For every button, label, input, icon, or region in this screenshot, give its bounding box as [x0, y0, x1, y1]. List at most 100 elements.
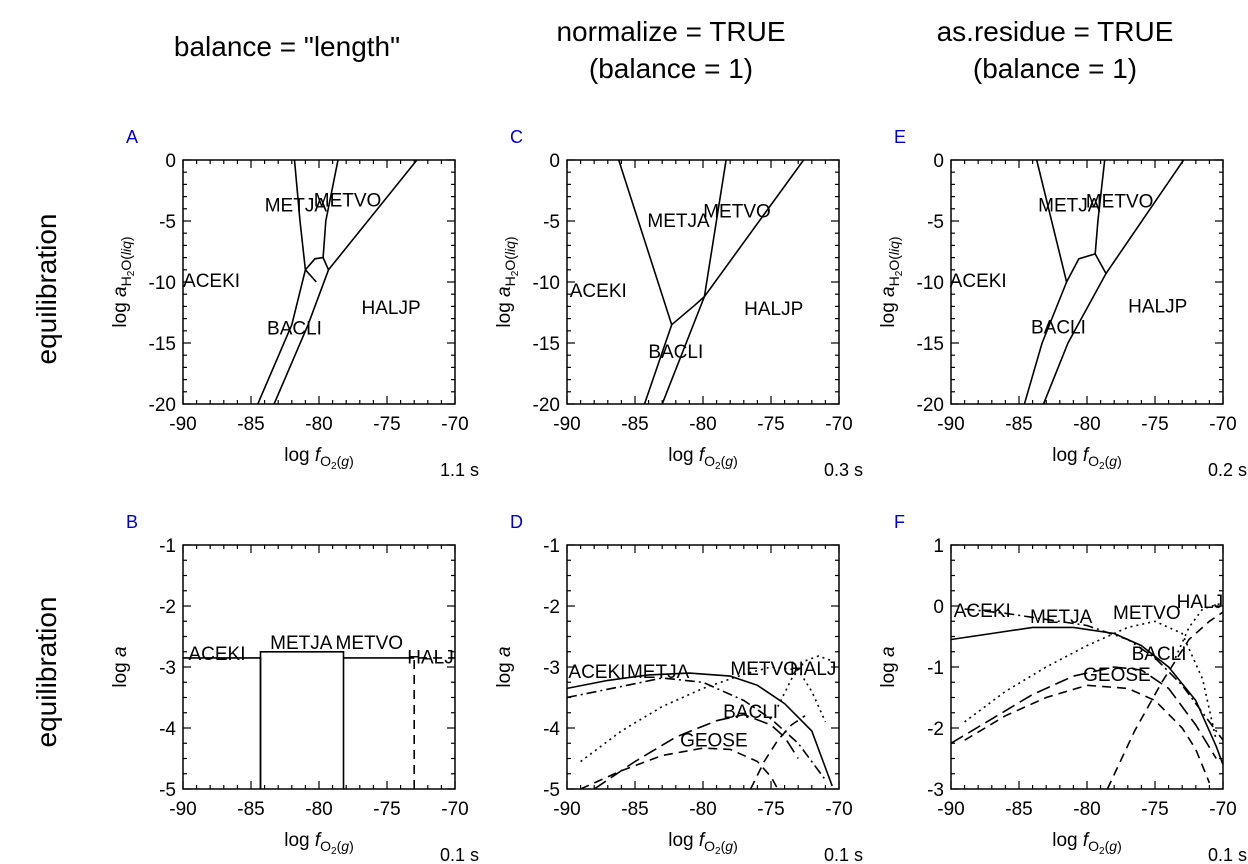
- series-line-metvo: [580, 666, 827, 763]
- species-label-bacli: BACLI: [1031, 317, 1086, 338]
- series-line-0: [293, 160, 317, 283]
- y-tick-label: 0: [933, 597, 944, 618]
- species-label-metja: METJA: [1030, 607, 1093, 628]
- column-title-1-line-1: balance = "length": [174, 31, 400, 62]
- series-line-4: [1042, 160, 1185, 404]
- timing-label: 0.3 s: [824, 460, 863, 480]
- series-line-0: [617, 160, 673, 325]
- y-tick-label: 0: [549, 151, 560, 172]
- x-tick-label: -75: [373, 799, 400, 820]
- species-label-aceki: ACEKI: [954, 601, 1011, 622]
- series-line-haljp: [1174, 602, 1223, 659]
- species-label-geose: GEOSE: [680, 730, 748, 751]
- species-label-aceki: ACEKI: [950, 271, 1007, 292]
- series-line-0: [1035, 160, 1068, 283]
- series-line-2: [1065, 253, 1096, 283]
- series-line-2: [304, 256, 324, 271]
- x-tick-label: -90: [553, 414, 580, 435]
- y-tick-label: -20: [533, 395, 560, 416]
- x-tick-label: -80: [1073, 414, 1100, 435]
- x-tick-label: -85: [1005, 414, 1032, 435]
- x-tick-label: -75: [1141, 799, 1168, 820]
- species-label-geose: GEOSE: [1083, 665, 1151, 686]
- row-label-bottom: equilibration: [31, 597, 62, 748]
- column-title-3-line-2: (balance = 1): [973, 53, 1137, 84]
- y-tick-label: -1: [543, 536, 560, 557]
- y-tick-label: -5: [543, 780, 560, 801]
- species-label-bacli: BACLI: [648, 342, 703, 363]
- species-label-aceki: ACEKI: [568, 662, 625, 683]
- x-axis-label: log fO2(g): [284, 445, 354, 472]
- series-group: [257, 160, 418, 404]
- series-line-4: [273, 160, 418, 404]
- species-label-metja: METJA: [270, 633, 333, 654]
- species-label-metja: METJA: [265, 195, 328, 216]
- series-group: [567, 655, 833, 789]
- x-tick-label: -70: [1209, 799, 1236, 820]
- y-tick-label: -2: [927, 719, 944, 740]
- x-tick-label: -75: [757, 414, 784, 435]
- y-tick-label: -20: [917, 395, 944, 416]
- x-tick-label: -70: [441, 799, 468, 820]
- species-label-halj: HALJ: [1177, 592, 1223, 613]
- species-label-metvo: METVO: [730, 659, 798, 680]
- species-label-haljp: HALJP: [744, 299, 803, 320]
- series-line-metvo: [964, 620, 1217, 741]
- species-label-aceki: ACEKI: [188, 644, 245, 665]
- species-label-metvo: METVO: [1086, 192, 1154, 213]
- species-label-metvo: METVO: [314, 190, 382, 211]
- x-tick-label: -80: [689, 799, 716, 820]
- series-line-haljp: [777, 655, 833, 707]
- series-line-haljp: [413, 657, 455, 789]
- species-label-halj: HALJ: [790, 659, 836, 680]
- y-tick-label: -15: [149, 334, 176, 355]
- series-line-4: [661, 160, 805, 404]
- y-tick-label: -3: [543, 658, 560, 679]
- species-label-metja: METJA: [1038, 195, 1101, 216]
- x-tick-label: -85: [1005, 799, 1032, 820]
- x-tick-label: -70: [825, 414, 852, 435]
- timing-label: 0.1 s: [1208, 845, 1247, 864]
- y-axis-label: log aH2O(liq): [110, 236, 137, 327]
- species-label-aceki: ACEKI: [183, 271, 240, 292]
- series-line-bacli: [951, 666, 1217, 759]
- x-axis-label: log fO2(g): [668, 830, 738, 857]
- series-group: [1023, 160, 1185, 404]
- species-label-metvo: METVO: [1113, 603, 1181, 624]
- y-tick-label: -3: [927, 780, 944, 801]
- row-label-top: equilibration: [31, 214, 62, 365]
- x-tick-label: -80: [689, 414, 716, 435]
- series-line-metja: [567, 677, 827, 781]
- series-line-2: [671, 296, 705, 326]
- species-label-metvo: METVO: [336, 633, 404, 654]
- x-tick-label: -85: [621, 414, 648, 435]
- timing-label: 0.1 s: [440, 845, 479, 864]
- y-tick-label: -1: [927, 658, 944, 679]
- y-tick-label: -2: [159, 597, 176, 618]
- x-tick-label: -90: [169, 799, 196, 820]
- x-tick-label: -70: [825, 799, 852, 820]
- series-line-geose: [580, 747, 779, 789]
- x-axis-label: log fO2(g): [1052, 830, 1122, 857]
- species-label-metja: METJA: [627, 662, 690, 683]
- species-label-aceki: ACEKI: [570, 281, 627, 302]
- panel-label: F: [894, 512, 905, 532]
- species-label-bacli: BACLI: [723, 702, 778, 723]
- series-line-1: [703, 160, 727, 297]
- series-line-metja: [964, 608, 1223, 741]
- x-axis-label: log fO2(g): [1052, 445, 1122, 472]
- timing-label: 0.2 s: [1208, 460, 1247, 480]
- species-label-bacli: BACLI: [267, 319, 322, 340]
- species-label-bacli: BACLI: [1132, 644, 1187, 665]
- y-tick-label: -10: [149, 273, 176, 294]
- x-tick-label: -90: [553, 799, 580, 820]
- y-axis-label: log a: [110, 646, 131, 687]
- column-title-2-line-1: normalize = TRUE: [556, 16, 785, 47]
- y-tick-label: -5: [543, 212, 560, 233]
- series-line-other: [1106, 611, 1223, 789]
- species-label-halj: HALJ: [407, 647, 453, 668]
- x-tick-label: -75: [757, 799, 784, 820]
